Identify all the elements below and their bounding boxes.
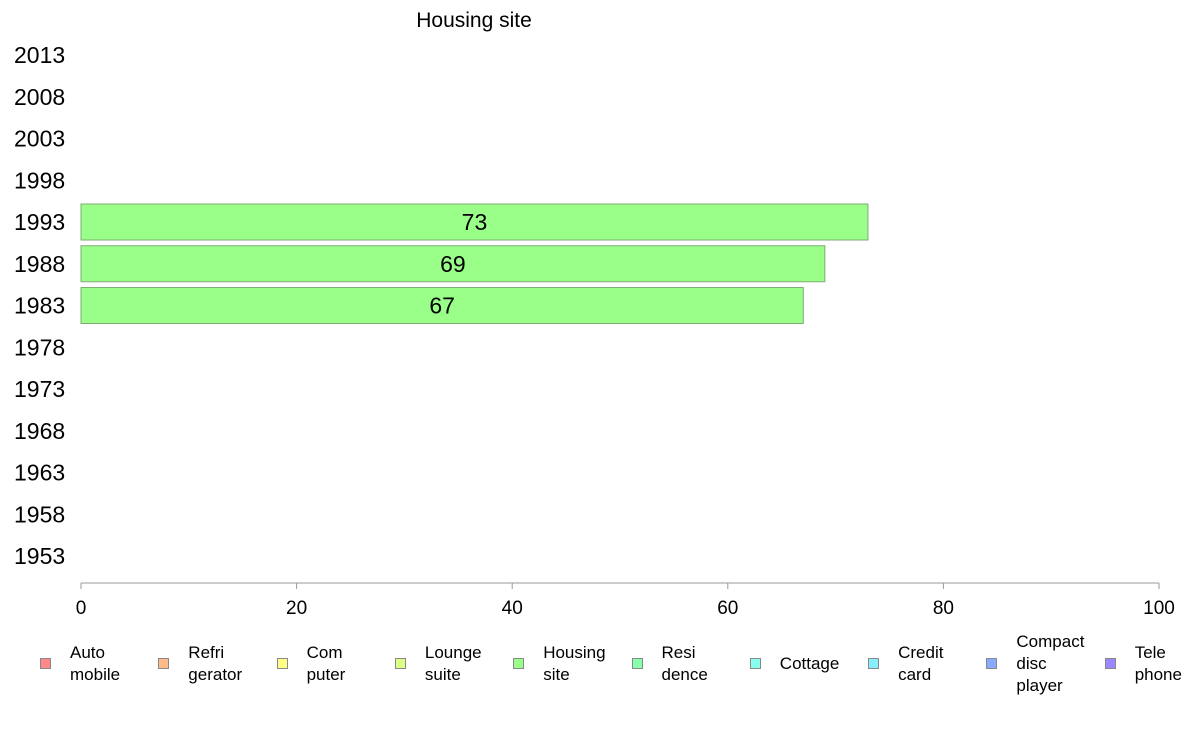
legend-label-line: gerator [188, 665, 243, 684]
legend-swatch [1104, 658, 1116, 669]
legend-label-line: dence [661, 665, 708, 684]
legend-swatch [513, 658, 525, 669]
category-label: 2013 [14, 42, 65, 68]
y-axis-labels: 2013 2008 2003 1998 1993 1988 1983 1978 1973 1968… [14, 42, 65, 569]
legend-label-line: mobile [70, 665, 121, 684]
category-label: 1973 [14, 376, 65, 402]
legend-swatch [868, 658, 880, 669]
legend-label-line: card [898, 665, 932, 684]
legend-label-line: Refri [188, 643, 225, 662]
legend-swatch [749, 658, 761, 669]
legend-swatch [276, 658, 288, 669]
legend-label: Auto mobile [70, 632, 120, 696]
legend-label-line: Resi [661, 643, 696, 662]
legend-label-line: Lounge [424, 643, 482, 662]
x-tick-label: 80 [933, 598, 954, 619]
legend-label-line: phone [1134, 665, 1182, 684]
chart-title: Housing site [416, 9, 532, 32]
legend-label: Compact disc player [1016, 632, 1084, 696]
legend-label-line: suite [424, 665, 461, 684]
legend: Auto mobile Refri gerator Com puter Lounge suit… [0, 632, 1188, 702]
category-label: 1958 [14, 501, 65, 527]
legend-label: Lounge suite [425, 632, 482, 696]
category-label: 1978 [14, 334, 65, 360]
legend-swatch [631, 658, 643, 669]
legend-label-line: Auto [70, 643, 105, 662]
legend-label-line: Com [306, 643, 343, 662]
legend-label: Housing site [543, 632, 605, 696]
legend-label-line: puter [306, 665, 346, 684]
legend-label-line: player [1016, 676, 1063, 695]
bars-layer [80, 203, 869, 324]
x-tick-label: 100 [1143, 598, 1175, 619]
legend-label: Tele phone [1135, 632, 1182, 696]
legend-label-line: Compact [1016, 632, 1085, 651]
legend-swatch [986, 658, 998, 669]
data-label: 69 [440, 251, 466, 277]
category-label: 1988 [14, 251, 65, 277]
bar [80, 245, 826, 283]
legend-swatch [158, 658, 170, 669]
legend-label-line: site [543, 665, 570, 684]
x-axis: 0 20 40 60 80 100 [76, 582, 1175, 619]
category-label: 1998 [14, 167, 65, 193]
category-label: 2008 [14, 84, 65, 110]
x-tick-label: 60 [717, 598, 738, 619]
legend-label-line: Credit [898, 643, 944, 662]
bar [80, 287, 804, 324]
legend-label: Credit card [898, 632, 943, 696]
category-label: 1963 [14, 460, 65, 486]
legend-label: Refri gerator [188, 632, 242, 696]
legend-swatch [394, 658, 406, 669]
legend-label-line: Housing [543, 643, 606, 662]
legend-swatch [40, 658, 51, 669]
category-label: 1953 [14, 543, 65, 569]
category-label: 1983 [14, 293, 65, 319]
data-label: 73 [462, 209, 488, 235]
legend-label-line: Tele [1134, 643, 1166, 662]
legend-label: Resi dence [662, 632, 708, 696]
category-label: 1968 [14, 418, 65, 444]
data-label: 67 [429, 293, 455, 319]
x-tick-label: 40 [502, 598, 523, 619]
category-label: 1993 [14, 209, 65, 235]
legend-label-line: Cottage [779, 654, 840, 673]
legend-label: Cottage [780, 632, 840, 696]
bar [80, 203, 869, 241]
x-tick-label: 20 [286, 598, 307, 619]
legend-label-line: disc [1016, 654, 1047, 673]
legend-label: Com puter [307, 632, 346, 696]
data-labels-layer: 73 69 67 [429, 209, 487, 319]
category-label: 2003 [14, 126, 65, 152]
x-tick-label: 0 [76, 598, 87, 619]
